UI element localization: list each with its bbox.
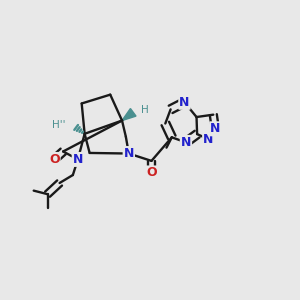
Polygon shape (122, 109, 136, 121)
Text: N: N (181, 136, 191, 149)
Text: O: O (49, 153, 60, 166)
Text: O: O (146, 167, 157, 179)
Text: N: N (179, 96, 190, 109)
Text: H: H (141, 105, 148, 115)
Text: N: N (124, 147, 134, 160)
Text: H'': H'' (52, 120, 66, 130)
Text: N: N (203, 133, 214, 146)
Text: N: N (73, 153, 83, 166)
Text: N: N (210, 122, 220, 135)
